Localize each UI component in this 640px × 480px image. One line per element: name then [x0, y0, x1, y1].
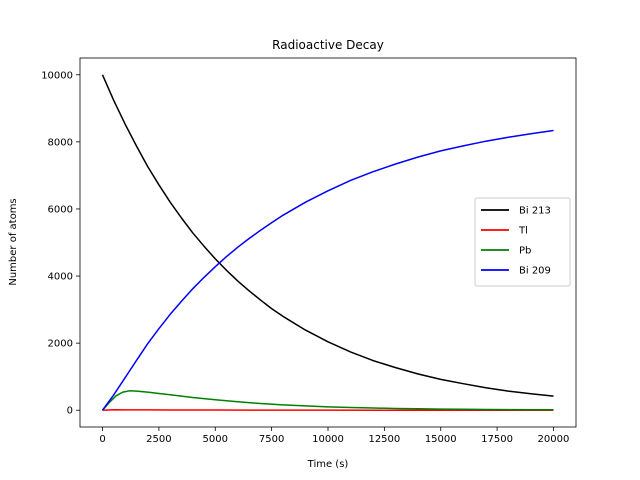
series-line-pb — [101, 390, 554, 411]
y-tick-label: 4000 — [48, 272, 73, 283]
x-tick-label: 10000 — [312, 434, 344, 445]
legend-label: Tl — [518, 226, 528, 237]
axes-frame — [79, 57, 577, 428]
legend-label: Bi 209 — [519, 266, 551, 277]
y-tick-label: 2000 — [48, 339, 73, 350]
x-tick-label: 5000 — [203, 434, 228, 445]
y-tick-label: 8000 — [48, 137, 73, 148]
x-tick-label: 12500 — [368, 434, 400, 445]
x-axis-label: Time (s) — [307, 459, 349, 470]
plot-area: 0 2500 5000 7500 10000 12500 15000 17500 20000 0 2… — [41, 57, 577, 445]
x-tick-label: 7500 — [259, 434, 284, 445]
x-tick-label: 0 — [99, 434, 105, 445]
series-line-bi-213 — [101, 74, 554, 397]
legend-box — [474, 197, 571, 287]
legend-label: Pb — [519, 246, 531, 257]
legend-label: Bi 213 — [519, 206, 551, 217]
y-axis-label: Number of atoms — [8, 198, 19, 285]
y-tick-label: 0 — [67, 406, 73, 417]
chart-title: Radioactive Decay — [272, 38, 384, 52]
x-tick-label: 17500 — [481, 434, 513, 445]
series-line-bi-209 — [101, 129, 554, 411]
x-tick-label: 15000 — [425, 434, 457, 445]
y-tick-label: 10000 — [41, 70, 73, 81]
y-tick-label: 6000 — [48, 204, 73, 215]
x-tick-label: 2500 — [146, 434, 171, 445]
legend: Bi 213 Tl Pb Bi 209 — [474, 197, 571, 287]
x-tick-label: 20000 — [538, 434, 570, 445]
